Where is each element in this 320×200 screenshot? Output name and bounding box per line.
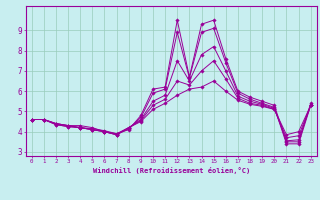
- X-axis label: Windchill (Refroidissement éolien,°C): Windchill (Refroidissement éolien,°C): [92, 167, 250, 174]
